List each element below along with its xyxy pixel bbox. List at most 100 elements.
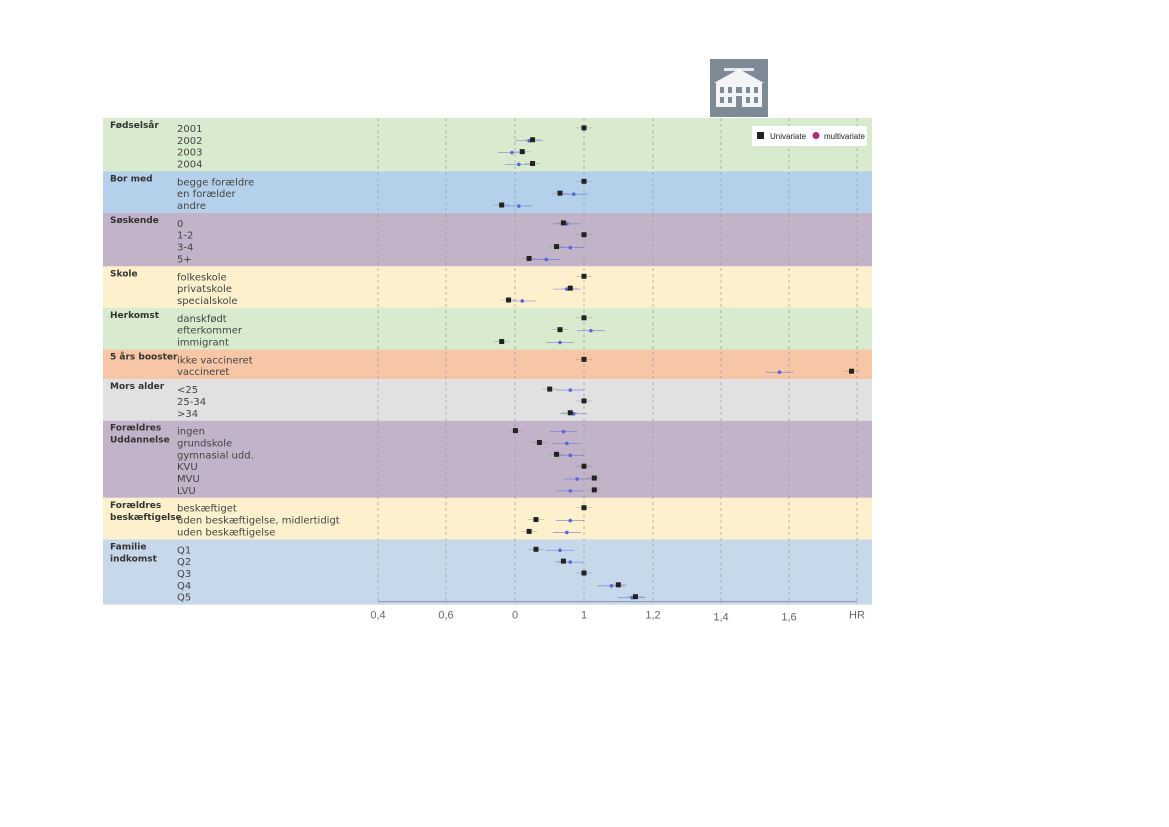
row-label: 2002 xyxy=(177,136,202,147)
multivariate-point xyxy=(568,518,573,523)
univariate-point xyxy=(581,570,587,576)
group-band xyxy=(103,539,872,605)
univariate-point xyxy=(581,178,587,184)
row-label: andre xyxy=(177,201,206,212)
univariate-point xyxy=(557,190,563,196)
row-label: 1-2 xyxy=(177,231,193,242)
row-label: ingen xyxy=(177,427,205,438)
univariate-point xyxy=(533,546,539,552)
univariate-point xyxy=(499,202,505,208)
row-label: 0 xyxy=(177,219,183,230)
univariate-point xyxy=(530,137,536,143)
univariate-point xyxy=(530,160,536,166)
univariate-point xyxy=(581,273,587,279)
x-tick-label: 1,6 xyxy=(781,612,796,624)
row-label: privatskole xyxy=(177,284,232,295)
multivariate-point xyxy=(568,245,573,250)
group-label: Familie xyxy=(110,542,146,552)
univariate-point xyxy=(554,451,560,457)
univariate-point xyxy=(499,339,505,345)
group-label: Herkomst xyxy=(110,311,160,321)
building-icon xyxy=(714,68,764,107)
group-band xyxy=(103,307,872,350)
row-label: <25 xyxy=(177,385,198,396)
univariate-point xyxy=(512,428,518,434)
row-label: MVU xyxy=(177,474,200,485)
group-band xyxy=(103,420,872,498)
multivariate-point xyxy=(517,204,521,208)
multivariate-point xyxy=(544,257,549,262)
univariate-point xyxy=(632,594,638,600)
x-tick-label: 1,4 xyxy=(713,612,728,624)
univariate-point xyxy=(591,487,597,493)
row-label: uden beskæftigelse, midlertidigt xyxy=(177,516,340,527)
row-label: Q4 xyxy=(177,581,191,592)
multivariate-point xyxy=(565,441,569,446)
multivariate-point xyxy=(510,150,514,155)
x-tick-label: 1,2 xyxy=(645,610,660,622)
univariate-point xyxy=(526,528,532,534)
row-label: ikke vaccineret xyxy=(177,355,253,366)
group-label: Forældres xyxy=(110,424,161,434)
univariate-point xyxy=(536,439,542,445)
group-band xyxy=(103,266,872,308)
row-label: Q3 xyxy=(177,569,191,580)
univariate-point xyxy=(581,232,587,238)
row-label: gymnasial udd. xyxy=(177,450,254,461)
row-label: 2003 xyxy=(177,148,202,159)
multivariate-point xyxy=(575,477,579,481)
row-label: grundskole xyxy=(177,438,232,449)
group-label: Bor med xyxy=(110,174,153,184)
univariate-point xyxy=(533,517,539,523)
group-band xyxy=(103,212,872,267)
multivariate-point xyxy=(520,299,525,303)
group-label: 5 års booster xyxy=(110,351,178,362)
univariate-point xyxy=(581,315,587,321)
legend: Univariate multivariate xyxy=(752,126,867,146)
univariate-point xyxy=(581,356,587,362)
group-band xyxy=(103,379,872,421)
legend-box xyxy=(752,126,867,146)
multivariate-point xyxy=(568,388,573,392)
univariate-point xyxy=(506,297,512,303)
group-label: Uddannelse xyxy=(110,436,170,446)
univariate-point xyxy=(519,149,525,155)
multivariate-point xyxy=(565,530,569,535)
row-label: KVU xyxy=(177,462,198,473)
x-axis-label: HR xyxy=(849,610,865,622)
row-label: Q5 xyxy=(177,593,191,604)
group-label: Forældres xyxy=(110,501,161,511)
univariate-point xyxy=(581,125,587,131)
multivariate-point xyxy=(517,162,521,167)
group-label: beskæftigelse xyxy=(110,513,182,523)
univariate-point xyxy=(560,558,566,564)
row-label: folkeskole xyxy=(177,272,227,283)
group-label: Skole xyxy=(110,269,138,279)
multivariate-point xyxy=(568,453,573,458)
group-band xyxy=(103,497,872,540)
univariate-point xyxy=(547,386,553,392)
x-tick-label: 1 xyxy=(581,610,587,622)
row-label: Q2 xyxy=(177,557,191,568)
multivariate-point xyxy=(571,192,576,196)
univariate-point xyxy=(581,398,587,404)
legend-univariate-label: Univariate xyxy=(770,132,807,141)
row-label: specialskole xyxy=(177,296,238,307)
group-band xyxy=(103,171,872,213)
group-label: indkomst xyxy=(110,554,158,564)
row-label: 5+ xyxy=(177,254,192,265)
row-label: 3-4 xyxy=(177,243,193,254)
row-label: begge forældre xyxy=(177,177,254,188)
univariate-point xyxy=(567,285,573,291)
row-label: 2001 xyxy=(177,124,202,135)
row-label: LVU xyxy=(177,486,196,497)
univariate-point xyxy=(615,582,621,588)
multivariate-point xyxy=(589,328,593,333)
univariate-point xyxy=(581,505,587,511)
univariate-point xyxy=(567,410,573,416)
legend-multivariate-swatch xyxy=(812,132,820,139)
group-label: Mors alder xyxy=(110,382,165,392)
univariate-point xyxy=(554,244,560,250)
x-tick-label: 0,6 xyxy=(438,610,453,622)
